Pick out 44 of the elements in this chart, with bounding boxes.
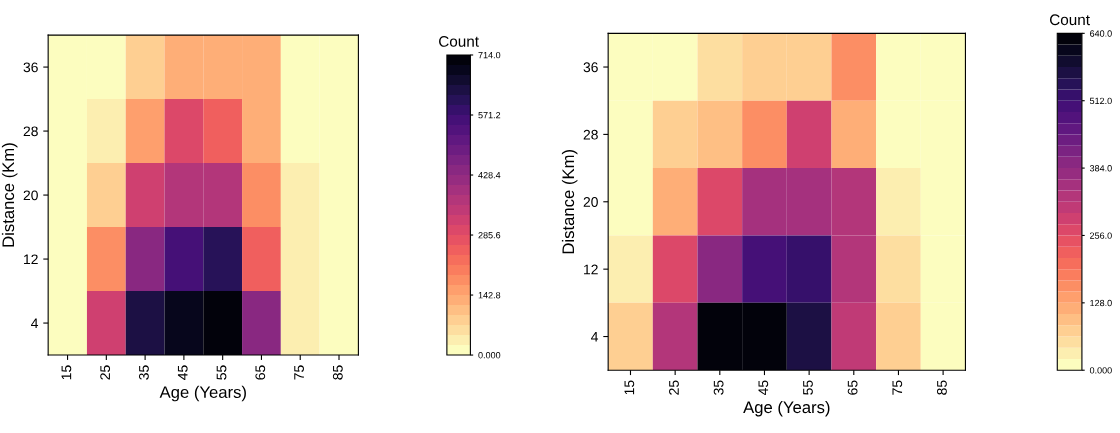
color-bar-title: Count (1049, 14, 1090, 26)
y-tick-label: 12 (24, 254, 38, 265)
y-tick-label: 36 (23, 62, 38, 73)
x-tick-label: 65 (847, 380, 858, 395)
color-bar-label: 142.8 (478, 292, 501, 299)
x-tick-label: 75 (294, 365, 304, 380)
y-tick-label: 20 (583, 197, 598, 207)
color-bar-label: 512.0 (1089, 97, 1112, 105)
x-axis-title: Age (Years) (159, 385, 246, 402)
color-bar-label: 0.000 (1089, 367, 1112, 374)
y-tick-label: 4 (591, 332, 599, 342)
y-tick-label: 4 (31, 318, 39, 329)
y-tick-label: 28 (23, 126, 38, 137)
color-bar-label: 714.0 (478, 51, 501, 59)
x-tick-label: 35 (139, 365, 149, 380)
x-tick-label: 55 (216, 365, 227, 380)
color-bar-label: 640.0 (1090, 30, 1112, 37)
y-tick-label: 36 (583, 62, 598, 73)
y-axis-title: Distance (Km) (561, 150, 578, 254)
x-tick-label: 25 (100, 365, 111, 380)
color-bar-label: 285.6 (478, 232, 501, 239)
x-tick-label: 15 (624, 380, 635, 395)
y-tick-label: 20 (23, 190, 38, 201)
color-bar-label: 0.000 (478, 352, 501, 359)
x-tick-label: 65 (255, 365, 266, 380)
y-axis-title: Distance (Km) (1, 143, 18, 247)
x-tick-label: 85 (937, 380, 947, 395)
x-tick-label: 85 (332, 365, 343, 380)
y-tick-label: 12 (584, 264, 598, 275)
x-tick-label: 45 (177, 365, 188, 380)
x-tick-label: 55 (803, 380, 813, 395)
color-bar-label: 384.0 (1089, 165, 1112, 172)
color-bar-label: 428.4 (478, 171, 501, 179)
color-bar-label: 256.0 (1090, 232, 1112, 239)
y-tick-label: 28 (583, 129, 598, 140)
x-axis-title: Age (Years) (743, 400, 830, 417)
x-tick-label: 45 (758, 380, 769, 396)
color-bar-label: 571.2 (478, 111, 501, 119)
x-tick-label: 15 (61, 365, 72, 380)
x-tick-label: 25 (669, 380, 679, 395)
x-tick-label: 75 (892, 380, 903, 395)
color-bar-title: Count (439, 35, 479, 47)
x-tick-label: 35 (713, 380, 724, 395)
color-bar-label: 128.0 (1090, 299, 1112, 307)
